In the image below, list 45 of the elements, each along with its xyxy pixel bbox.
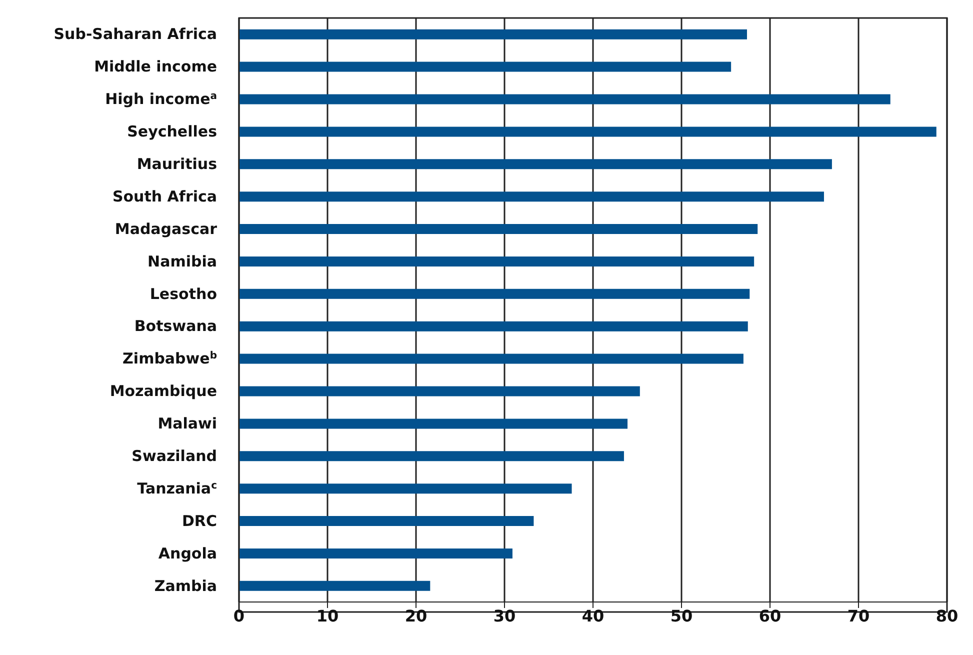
y-tick-label: Zimbabwe$^{b}$	[122, 350, 217, 368]
bar	[239, 192, 824, 202]
y-tick-label: South Africa	[112, 187, 217, 206]
bar	[239, 288, 750, 299]
bar	[239, 256, 754, 266]
bar	[239, 159, 832, 170]
x-tick-label: 70	[847, 606, 870, 626]
y-tick-label: Tanzania$^{c}$	[137, 479, 218, 498]
x-tick-label: 0	[233, 606, 245, 626]
y-tick-label: Lesotho	[150, 284, 217, 303]
bar	[239, 94, 890, 104]
y-tick-label: DRC	[182, 512, 217, 530]
bar	[239, 354, 744, 364]
y-tick-label: High income$^{a}$	[105, 90, 217, 108]
bar	[239, 418, 628, 429]
y-tick-label: Mozambique	[110, 382, 217, 400]
y-tick-label: Malawi	[158, 414, 217, 433]
y-tick-label: Madagascar	[114, 220, 218, 238]
x-tick-label: 20	[404, 606, 428, 626]
x-tick-label: 40	[582, 606, 604, 626]
bar	[239, 126, 936, 137]
x-tick-label: 80	[936, 606, 958, 626]
x-tick-label: 60	[758, 606, 782, 626]
bar	[239, 451, 624, 462]
y-tick-label: Namibia	[148, 252, 217, 270]
bar	[239, 386, 640, 396]
bar	[239, 29, 747, 40]
y-tick-label: Swaziland	[132, 447, 217, 465]
y-tick-label: Botswana	[134, 317, 217, 336]
x-tick-label: 50	[670, 606, 693, 626]
bar	[239, 516, 534, 526]
bar	[239, 62, 732, 72]
y-tick-label: Sub-Saharan Africa	[54, 25, 217, 44]
y-tick-label: Mauritius	[136, 155, 218, 173]
y-tick-label: Angola	[158, 544, 217, 562]
bar	[239, 580, 430, 591]
y-tick-label: Seychelles	[127, 122, 218, 141]
x-tick-label: 30	[493, 606, 516, 626]
y-tick-label: Middle income	[94, 58, 217, 76]
bar	[239, 224, 758, 234]
bar	[239, 548, 512, 558]
x-tick-label: 10	[316, 606, 339, 626]
y-tick-label: Zambia	[154, 576, 217, 595]
bar	[239, 484, 572, 494]
bar	[239, 321, 748, 332]
